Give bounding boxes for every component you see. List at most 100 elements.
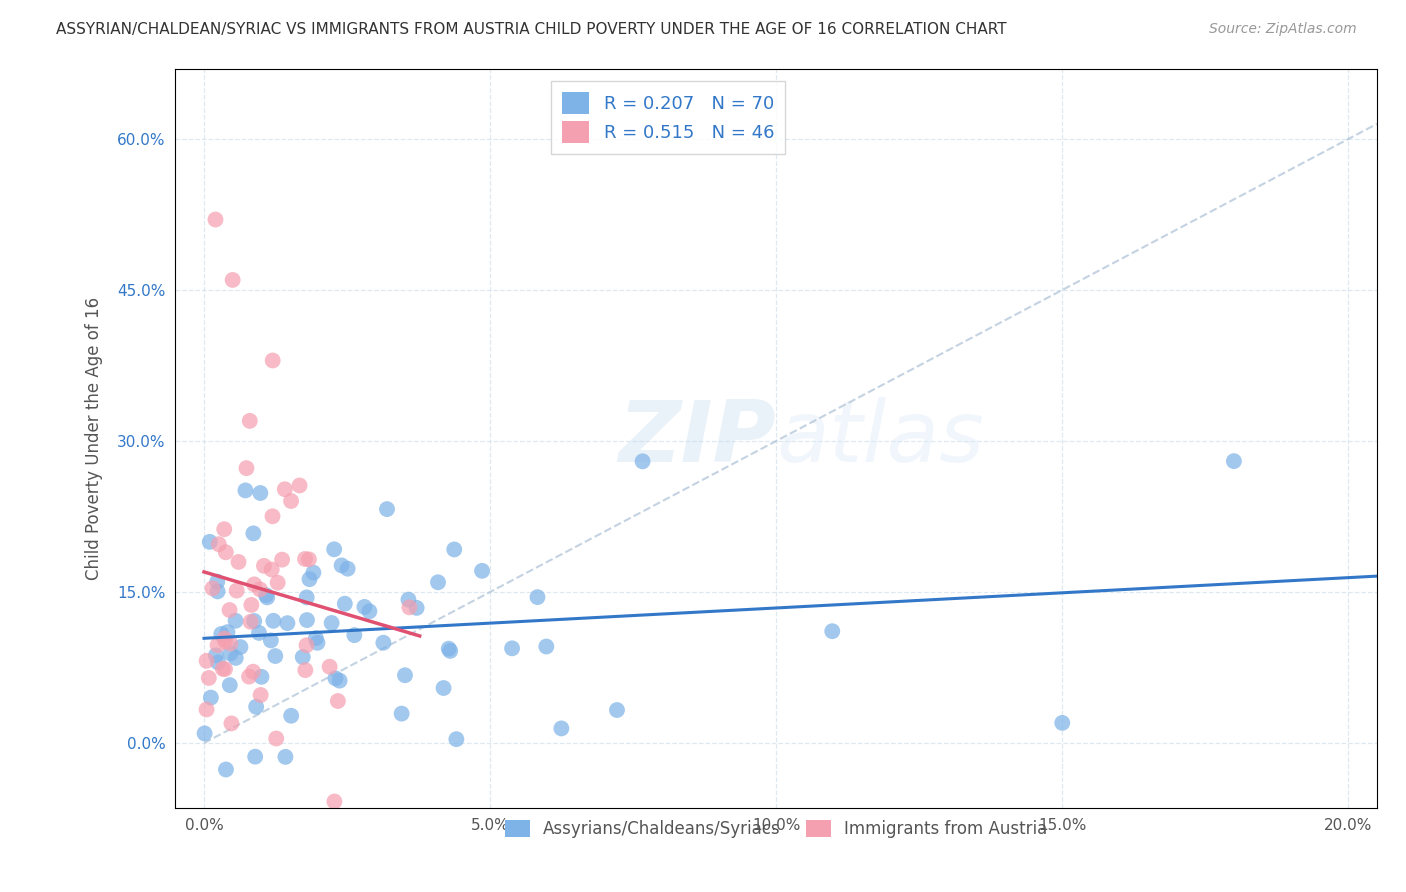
Point — [214, 662, 236, 676]
Point — [280, 494, 302, 508]
Point — [446, 732, 468, 747]
Point — [207, 638, 229, 652]
Point — [373, 636, 395, 650]
Point — [437, 641, 460, 656]
Point — [298, 572, 321, 586]
Point — [295, 638, 318, 652]
Point — [264, 731, 287, 746]
Point — [260, 633, 283, 648]
Point — [238, 670, 260, 684]
Point — [526, 590, 548, 604]
Point — [247, 626, 270, 640]
Point — [219, 647, 242, 661]
Point — [228, 555, 250, 569]
Point — [218, 603, 240, 617]
Point — [215, 763, 238, 777]
Point — [221, 716, 243, 731]
Point — [398, 592, 420, 607]
Point — [271, 552, 294, 566]
Point — [550, 722, 572, 736]
Point — [211, 662, 233, 676]
Point — [391, 706, 413, 721]
Point — [394, 668, 416, 682]
Point — [253, 558, 276, 573]
Point — [305, 631, 328, 645]
Point — [536, 640, 558, 654]
Point — [318, 659, 340, 673]
Point — [198, 534, 221, 549]
Point — [239, 414, 262, 428]
Point — [225, 651, 247, 665]
Point — [204, 212, 226, 227]
Point — [294, 552, 316, 566]
Point — [245, 699, 267, 714]
Point — [262, 353, 284, 368]
Point — [243, 749, 266, 764]
Point — [209, 627, 232, 641]
Point — [471, 564, 494, 578]
Point — [295, 591, 318, 605]
Point — [353, 599, 375, 614]
Point — [195, 654, 218, 668]
Point — [243, 614, 266, 628]
Point — [276, 616, 298, 631]
Legend: Assyrians/Chaldeans/Syriacs, Immigrants from Austria: Assyrians/Chaldeans/Syriacs, Immigrants … — [498, 813, 1054, 845]
Point — [195, 702, 218, 716]
Point — [443, 542, 465, 557]
Point — [240, 598, 263, 612]
Point — [198, 671, 221, 685]
Point — [225, 583, 247, 598]
Point — [333, 597, 356, 611]
Point — [307, 636, 329, 650]
Point — [249, 582, 271, 597]
Point — [323, 542, 346, 557]
Text: ZIP: ZIP — [619, 397, 776, 480]
Point — [250, 670, 273, 684]
Point — [243, 577, 266, 591]
Point — [336, 562, 359, 576]
Point — [229, 640, 252, 654]
Point — [439, 644, 461, 658]
Point — [329, 673, 352, 688]
Point — [221, 273, 243, 287]
Point — [291, 650, 314, 665]
Point — [343, 628, 366, 642]
Point — [249, 486, 271, 500]
Point — [398, 600, 420, 615]
Point — [274, 482, 297, 496]
Point — [249, 688, 271, 702]
Point — [405, 600, 427, 615]
Point — [242, 526, 264, 541]
Point — [256, 591, 278, 605]
Point — [200, 690, 222, 705]
Point — [194, 726, 217, 740]
Point — [225, 614, 247, 628]
Point — [1223, 454, 1246, 468]
Point — [427, 575, 450, 590]
Point — [260, 562, 283, 576]
Point — [266, 575, 288, 590]
Point — [294, 663, 316, 677]
Point — [235, 461, 257, 475]
Point — [201, 582, 224, 596]
Point — [207, 574, 229, 589]
Point — [254, 588, 277, 602]
Point — [242, 665, 264, 679]
Point — [359, 604, 381, 618]
Point — [606, 703, 628, 717]
Point — [218, 678, 240, 692]
Y-axis label: Child Poverty Under the Age of 16: Child Poverty Under the Age of 16 — [86, 297, 103, 580]
Point — [288, 478, 311, 492]
Point — [235, 483, 257, 498]
Point — [330, 558, 353, 573]
Point — [821, 624, 844, 639]
Point — [214, 632, 236, 646]
Point — [432, 681, 454, 695]
Point — [298, 552, 321, 566]
Point — [295, 613, 318, 627]
Point — [302, 566, 325, 580]
Point — [375, 502, 398, 516]
Point — [321, 615, 343, 630]
Point — [264, 648, 287, 663]
Point — [208, 537, 231, 551]
